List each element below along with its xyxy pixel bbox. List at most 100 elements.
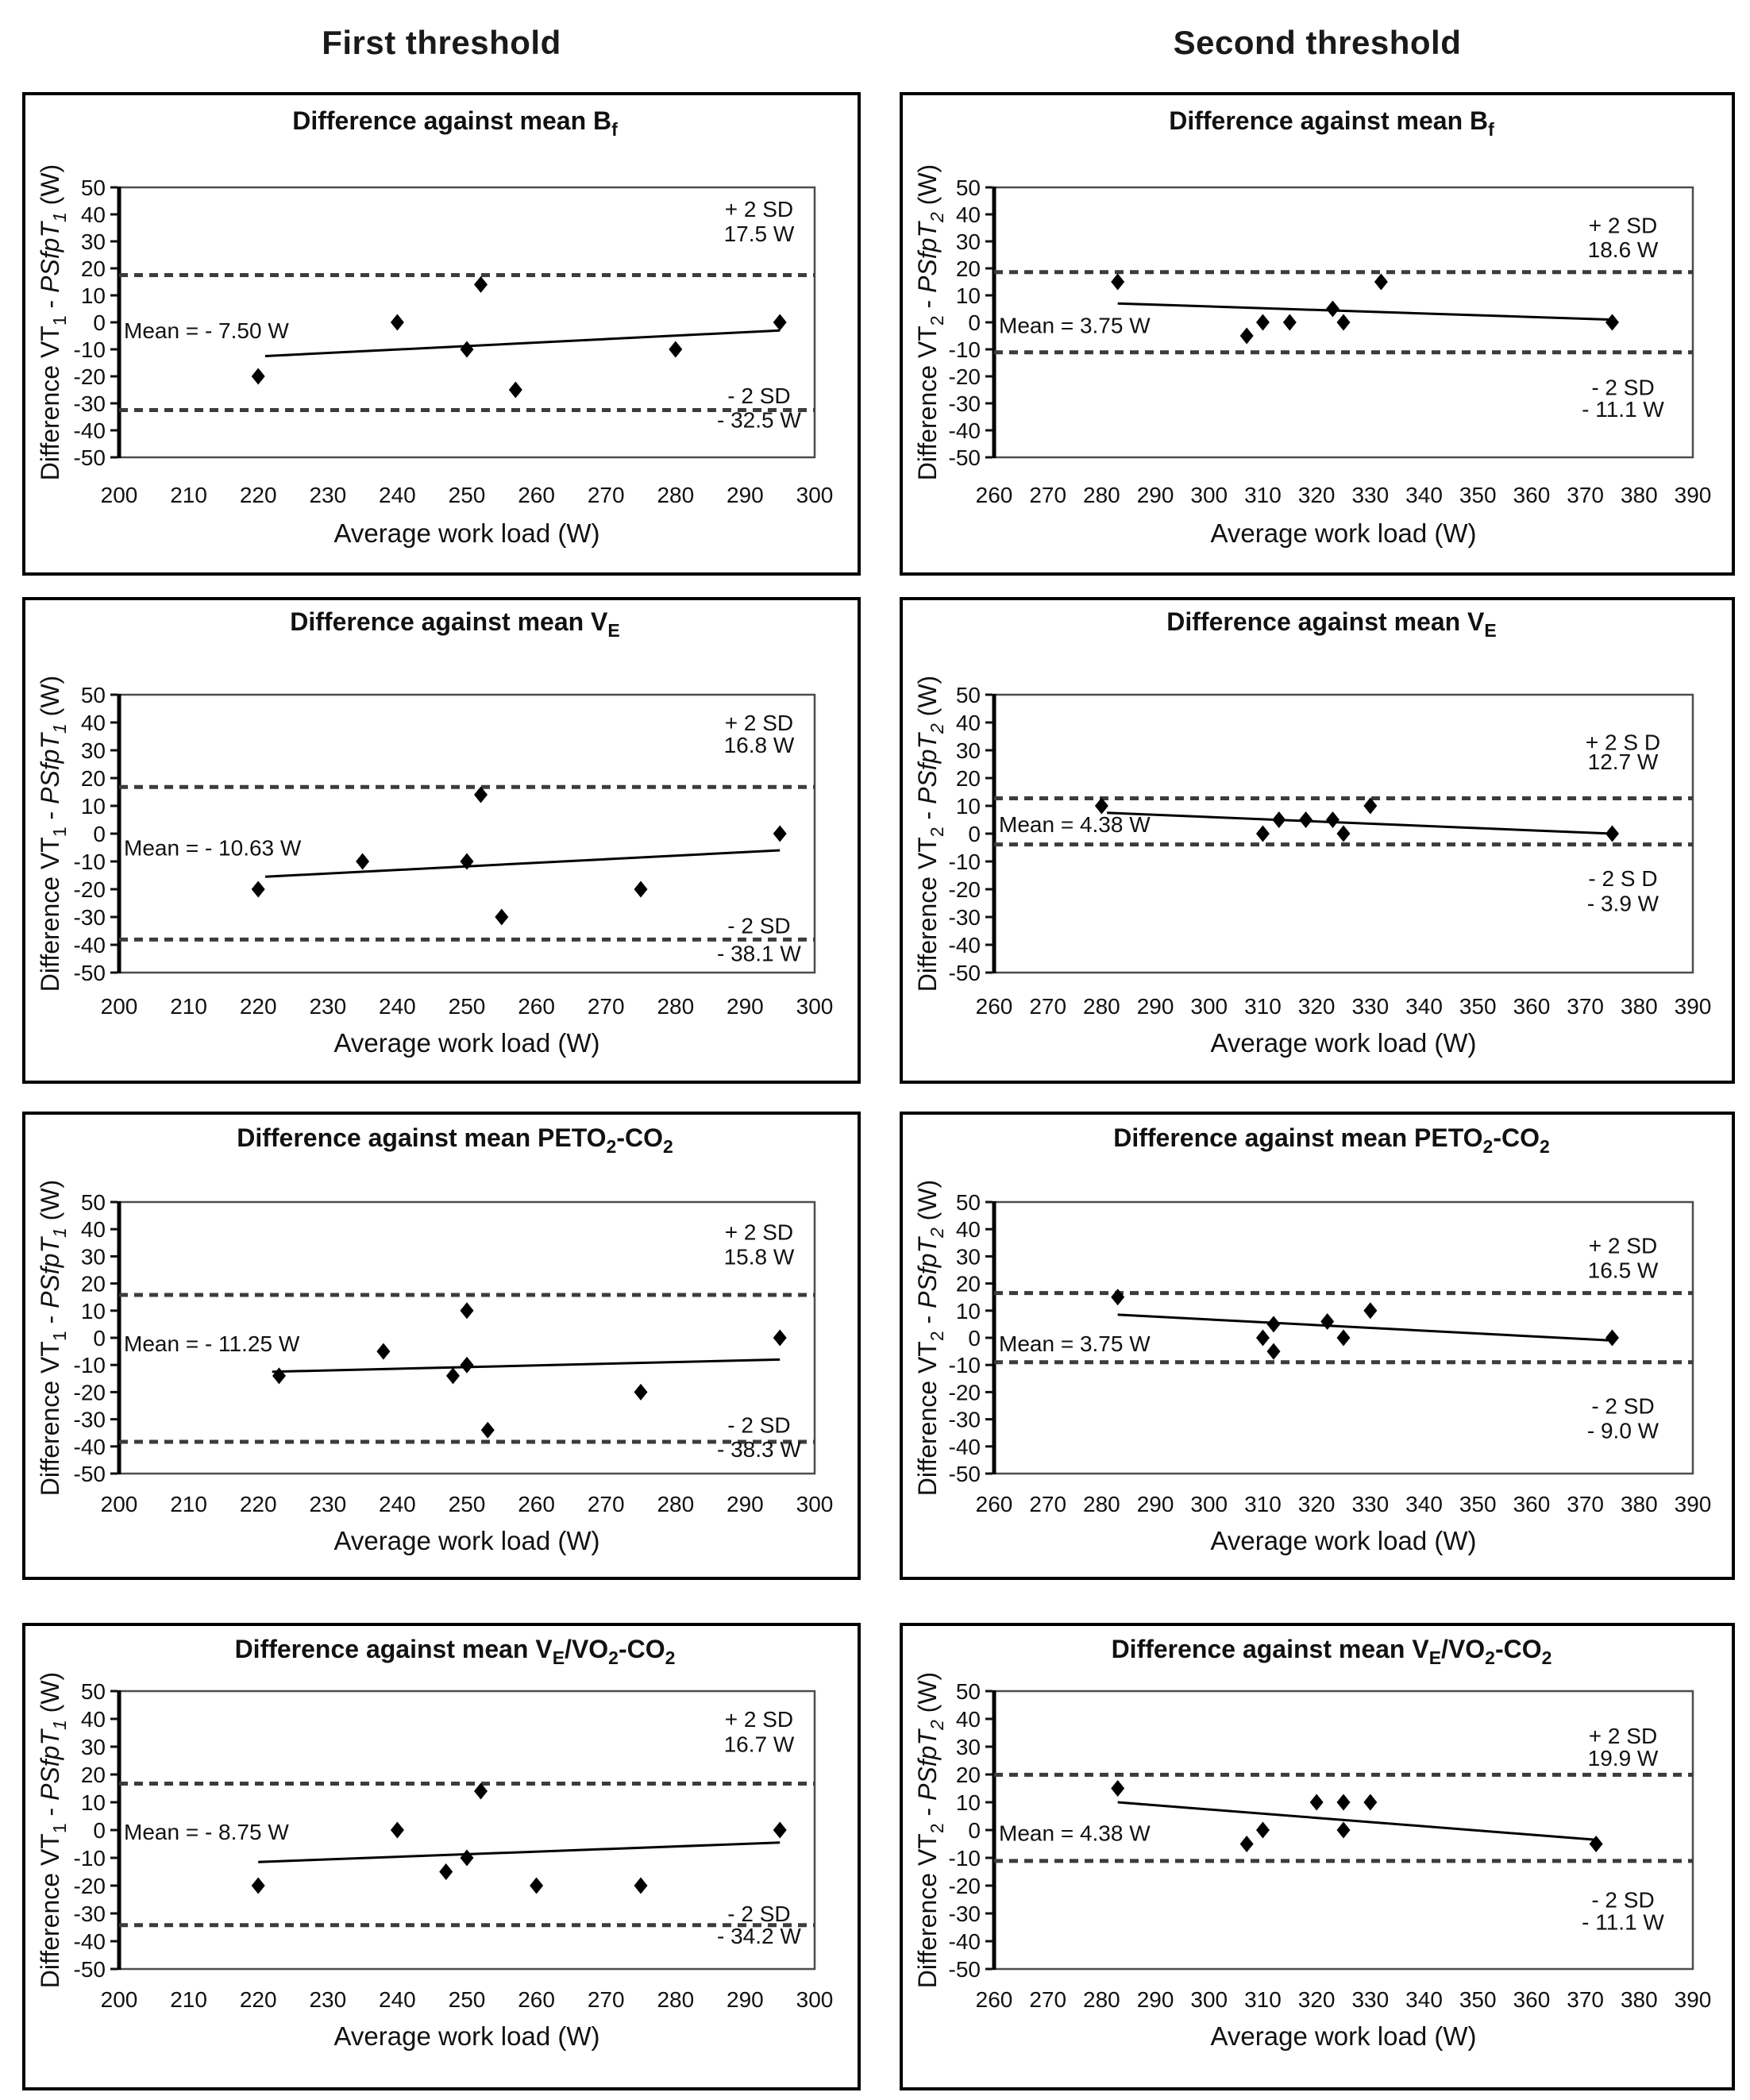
panel-second-threshold-peto2-co2: Difference against mean PETO2-CO2 Differe… [900, 1112, 1735, 1580]
x-tick-label: 270 [1029, 994, 1066, 1019]
x-tick-label: 260 [518, 1987, 555, 2012]
panel-first-threshold-peto2-co2: Difference against mean PETO2-CO2 Differe… [22, 1112, 861, 1580]
chart-title: Difference against mean VE/VO2-CO2 [235, 1635, 676, 1668]
y-tick-label: -10 [74, 850, 106, 874]
x-tick-label: 390 [1675, 1492, 1712, 1516]
upper-limit-label: + 2 SD [1589, 1724, 1657, 1748]
data-point [251, 1877, 265, 1894]
data-point [1239, 1836, 1254, 1852]
upper-limit-label: + 2 SD [725, 711, 793, 735]
y-tick-label: 10 [956, 1299, 981, 1324]
x-tick-label: 300 [796, 994, 834, 1019]
bland-altman-chart: Difference against mean PETO2-CO2 Differe… [900, 1112, 1735, 1580]
data-point [251, 880, 265, 898]
x-tick-label: 390 [1675, 994, 1712, 1019]
data-point [1266, 1316, 1281, 1333]
y-tick-label: -20 [74, 1380, 106, 1404]
lower-limit-label: - 2 S D [1588, 866, 1657, 891]
y-tick-label: -40 [949, 933, 981, 958]
y-tick-label: -10 [74, 337, 106, 362]
x-tick-label: 270 [588, 1492, 625, 1516]
chart-title: Difference against mean VE [290, 607, 619, 641]
y-tick-label: -40 [74, 1929, 106, 1954]
data-point [1320, 1312, 1335, 1330]
panel-border [22, 1623, 861, 2090]
y-tick-label: -20 [949, 877, 981, 902]
x-tick-label: 210 [170, 994, 207, 1019]
x-tick-label: 330 [1351, 1492, 1389, 1516]
y-tick-label: -10 [74, 1846, 106, 1871]
plot-frame [118, 693, 816, 974]
x-tick-label: 300 [1190, 1492, 1228, 1516]
data-points [1111, 273, 1619, 345]
chart-title: Difference against mean VE/VO2-CO2 [1112, 1635, 1552, 1668]
data-point [390, 314, 404, 331]
data-point [1282, 314, 1297, 331]
lower-limit-label: - 2 SD [727, 1412, 790, 1437]
y-tick-label: 50 [81, 175, 106, 200]
x-tick-label: 370 [1567, 994, 1604, 1019]
x-tick-label: 270 [1029, 1987, 1066, 2012]
data-point [1272, 811, 1286, 828]
mean-label: Mean = 4.38 W [999, 812, 1151, 837]
upper-limit-label: + 2 SD [725, 1707, 793, 1732]
x-tick-label: 290 [727, 1987, 764, 2012]
y-tick-label: -30 [949, 1902, 981, 1926]
x-tick-label: 270 [1029, 1492, 1066, 1516]
data-point [474, 276, 488, 293]
x-tick-label: 200 [101, 1987, 138, 2012]
y-axis-label: Difference VT1 - PSfpT1 (W) [36, 164, 70, 480]
x-axis-label: Average work load (W) [333, 1028, 599, 1058]
y-tick-label: -20 [74, 364, 106, 389]
x-tick-label: 340 [1405, 1492, 1443, 1516]
x-tick-label: 330 [1351, 1987, 1389, 2012]
chart-title: Difference against mean PETO2-CO2 [1113, 1123, 1550, 1157]
column-header-first-threshold: First threshold [322, 24, 561, 61]
mean-label: Mean = - 8.75 W [124, 1820, 289, 1844]
x-tick-label: 330 [1351, 483, 1389, 507]
x-tick-label: 280 [657, 483, 694, 507]
x-tick-label: 290 [1137, 1492, 1174, 1516]
lower-limit-label: - 2 SD [727, 914, 790, 938]
data-point [460, 1849, 474, 1867]
mean-label: Mean = - 7.50 W [124, 318, 289, 343]
x-tick-label: 300 [796, 483, 834, 507]
data-point [1255, 825, 1270, 842]
y-tick-label: 40 [81, 711, 106, 735]
data-point [390, 1821, 404, 1839]
panel-border [900, 1623, 1735, 2090]
lower-limit-value: - 34.2 W [717, 1924, 801, 1948]
chart-title: Difference against mean Bf [292, 106, 618, 140]
x-tick-label: 360 [1513, 1987, 1551, 2012]
y-tick-label: -30 [74, 391, 106, 416]
data-point [1363, 1794, 1378, 1811]
data-point [1374, 273, 1388, 291]
x-tick-label: 260 [518, 1492, 555, 1516]
data-point [1309, 1794, 1324, 1811]
x-tick-label: 350 [1459, 1987, 1497, 2012]
x-tick-label: 370 [1567, 483, 1604, 507]
lower-limit-value: - 3.9 W [1587, 892, 1659, 916]
x-tick-label: 220 [240, 994, 277, 1019]
y-tick-label: 20 [956, 256, 981, 281]
data-point [773, 1329, 787, 1347]
data-points [1111, 1289, 1619, 1360]
y-tick-label: 0 [968, 310, 981, 335]
bland-altman-chart: Difference against mean VE Difference VT1… [22, 597, 861, 1084]
y-tick-label: 30 [956, 1735, 981, 1759]
y-tick-label: 20 [956, 766, 981, 791]
x-tick-label: 300 [796, 1492, 834, 1516]
y-tick-label: -30 [74, 1902, 106, 1926]
panel-first-threshold-ve-vo2-co2: Difference against mean VE/VO2-CO2 Differ… [22, 1623, 861, 2090]
y-tick-label: 10 [81, 283, 106, 308]
x-tick-label: 360 [1513, 483, 1551, 507]
x-axis-ticks: 260 270 280 290 300 310 320 330 340 350 360 370 380 3… [976, 483, 1712, 507]
data-point [251, 368, 265, 385]
x-tick-label: 200 [101, 483, 138, 507]
x-tick-label: 330 [1351, 994, 1389, 1019]
x-tick-label: 320 [1298, 1987, 1336, 2012]
x-tick-label: 270 [588, 994, 625, 1019]
